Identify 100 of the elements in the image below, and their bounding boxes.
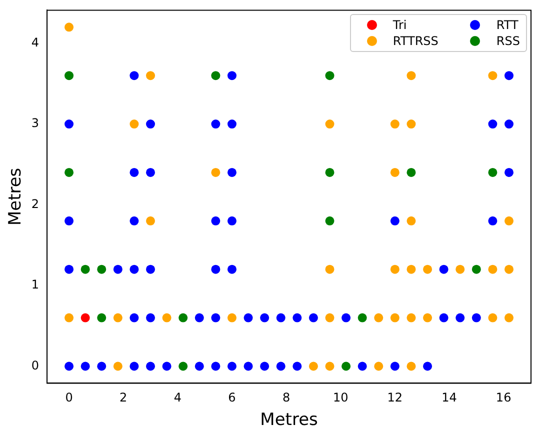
point — [488, 216, 498, 226]
legend-label: Tri — [392, 18, 407, 32]
point — [211, 120, 220, 129]
point — [456, 264, 465, 274]
x-tick-label: 4 — [174, 390, 182, 405]
point — [439, 264, 448, 274]
point — [227, 216, 236, 226]
point — [130, 168, 139, 177]
point — [472, 264, 481, 274]
point — [488, 313, 498, 322]
y-tick-label: 0 — [31, 358, 40, 372]
legend-label: RTTRSS — [392, 34, 438, 48]
x-axis-title: Metres — [260, 410, 318, 430]
point — [211, 168, 220, 177]
point — [439, 313, 448, 322]
point — [244, 362, 253, 371]
point — [97, 362, 106, 371]
point — [504, 264, 514, 274]
point — [211, 313, 220, 322]
point — [80, 362, 90, 371]
point — [146, 71, 156, 80]
point — [488, 120, 498, 129]
point — [276, 313, 286, 322]
point — [64, 120, 74, 129]
point — [130, 362, 139, 371]
legend-label: RTT — [496, 18, 518, 32]
point — [64, 362, 74, 371]
x-tick-label: 8 — [282, 390, 290, 405]
point — [227, 168, 236, 177]
x-tick-label: 16 — [496, 390, 512, 405]
point — [390, 168, 400, 177]
point — [113, 264, 122, 274]
y-tick-label: 3 — [31, 116, 40, 130]
point — [325, 264, 334, 274]
point — [211, 362, 220, 371]
point — [146, 313, 156, 322]
point — [146, 216, 156, 226]
point — [97, 264, 106, 274]
point — [194, 313, 204, 322]
point — [146, 264, 156, 274]
point — [130, 120, 139, 129]
x-tick-label: 0 — [65, 390, 73, 405]
point — [64, 71, 74, 80]
y-tick-label: 1 — [31, 278, 40, 292]
point — [130, 71, 139, 80]
point — [488, 168, 498, 177]
point — [423, 362, 432, 371]
point — [130, 264, 139, 274]
point — [260, 362, 270, 371]
point — [358, 362, 367, 371]
point — [276, 362, 286, 371]
point — [406, 216, 416, 226]
legend-label: RSS — [496, 34, 520, 48]
point — [146, 362, 156, 371]
point — [260, 313, 270, 322]
point — [423, 264, 432, 274]
point — [194, 362, 204, 371]
point — [374, 362, 384, 371]
point — [292, 362, 302, 371]
x-tick-label: 2 — [120, 390, 128, 405]
point — [244, 313, 253, 322]
point — [325, 362, 334, 371]
point — [390, 264, 400, 274]
point — [162, 362, 172, 371]
x-tick-label: 6 — [228, 390, 236, 405]
point — [227, 264, 236, 274]
point — [146, 168, 156, 177]
point — [227, 120, 236, 129]
point — [308, 313, 318, 322]
point — [374, 313, 384, 322]
point — [504, 71, 514, 80]
point — [80, 313, 90, 322]
point — [80, 264, 90, 274]
point — [178, 313, 188, 322]
point — [504, 313, 514, 322]
point — [211, 264, 220, 274]
point — [64, 216, 74, 226]
point — [342, 362, 351, 371]
point — [342, 313, 351, 322]
point — [146, 120, 156, 129]
x-tick-label: 14 — [442, 390, 457, 405]
point — [64, 313, 74, 322]
point — [488, 71, 498, 80]
x-tick-label: 10 — [332, 390, 348, 405]
point — [211, 216, 220, 226]
point — [178, 362, 188, 371]
point — [423, 313, 432, 322]
point — [390, 216, 400, 226]
point — [211, 71, 220, 80]
point — [488, 264, 498, 274]
point — [113, 313, 122, 322]
point — [130, 313, 139, 322]
point — [113, 362, 122, 371]
point — [227, 313, 236, 322]
point — [227, 71, 236, 80]
point — [308, 362, 318, 371]
y-axis-title: Metres — [6, 168, 26, 226]
x-tick-label: 12 — [387, 390, 403, 405]
point — [406, 362, 416, 371]
point — [97, 313, 106, 322]
